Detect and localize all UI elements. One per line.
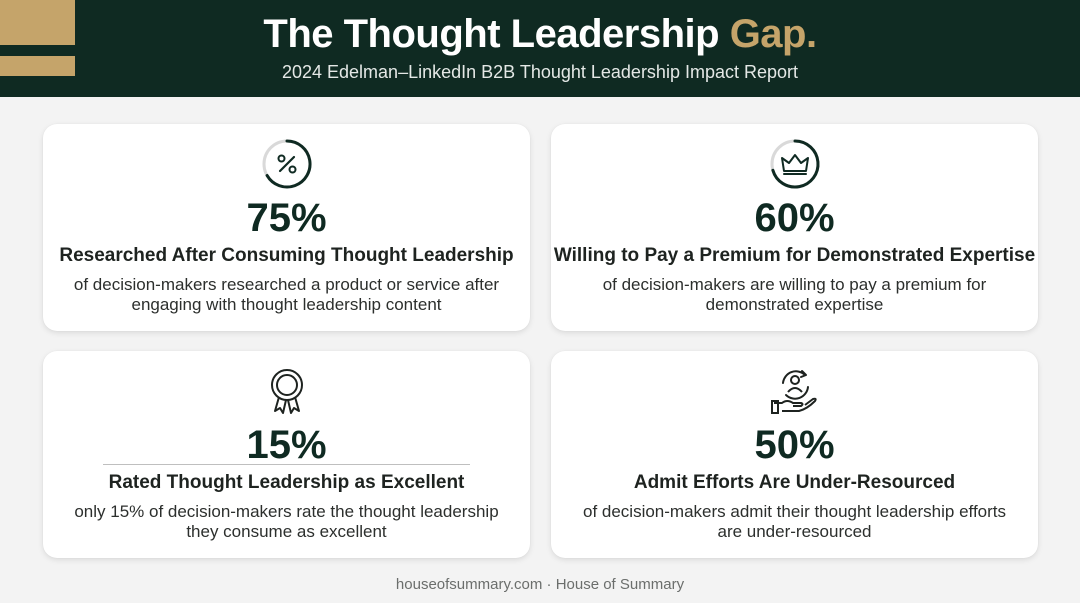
accent-bar-bottom xyxy=(0,56,75,76)
title-accent: Gap. xyxy=(729,12,817,56)
stat-description: of decision-makers are willing to pay a … xyxy=(602,275,987,314)
accent-bar-top xyxy=(0,0,75,45)
stat-card-excellent: 15% Rated Thought Leadership as Excellen… xyxy=(43,351,530,558)
stat-value: 60% xyxy=(754,196,835,240)
page-title: The Thought Leadership Gap. xyxy=(0,12,1080,57)
stat-description: of decision-makers admit their thought l… xyxy=(582,502,1007,541)
divider xyxy=(103,464,470,465)
stat-card-research: 75% Researched After Consuming Thought L… xyxy=(43,124,530,331)
stat-description: of decision-makers researched a product … xyxy=(73,275,500,314)
stat-value: 15% xyxy=(246,423,327,467)
crown-icon xyxy=(770,139,820,189)
stat-heading: Rated Thought Leadership as Excellent xyxy=(108,472,465,493)
stat-description: only 15% of decision-makers rate the tho… xyxy=(74,502,499,541)
header-banner: The Thought Leadership Gap. 2024 Edelman… xyxy=(0,0,1080,97)
award-badge-icon xyxy=(271,369,303,414)
stat-card-under-resourced: 50% Admit Efforts Are Under-Resourced of… xyxy=(551,351,1038,558)
stat-value: 75% xyxy=(246,196,327,240)
page-subtitle: 2024 Edelman–LinkedIn B2B Thought Leader… xyxy=(281,62,798,82)
stat-heading: Admit Efforts Are Under-Resourced xyxy=(633,472,956,493)
hand-person-cycle-icon xyxy=(771,370,817,414)
stat-heading: Willing to Pay a Premium for Demonstrate… xyxy=(553,245,1036,266)
stat-value: 50% xyxy=(754,423,835,467)
stat-card-premium: 60% Willing to Pay a Premium for Demonst… xyxy=(551,124,1038,331)
stat-heading: Researched After Consuming Thought Leade… xyxy=(59,245,514,266)
footer-credit: houseofsummary.com · House of Summary xyxy=(395,576,685,593)
title-main: The Thought Leadership xyxy=(263,12,720,56)
percent-gauge-icon xyxy=(262,139,312,189)
